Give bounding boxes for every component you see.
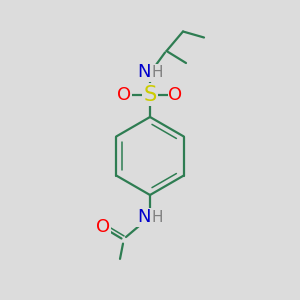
Text: O: O <box>96 218 111 236</box>
Text: O: O <box>117 85 132 103</box>
Text: S: S <box>143 85 157 104</box>
Text: H: H <box>152 64 163 80</box>
Text: N: N <box>137 63 151 81</box>
Text: N: N <box>137 208 151 226</box>
Text: H: H <box>152 210 163 225</box>
Text: O: O <box>168 85 183 103</box>
